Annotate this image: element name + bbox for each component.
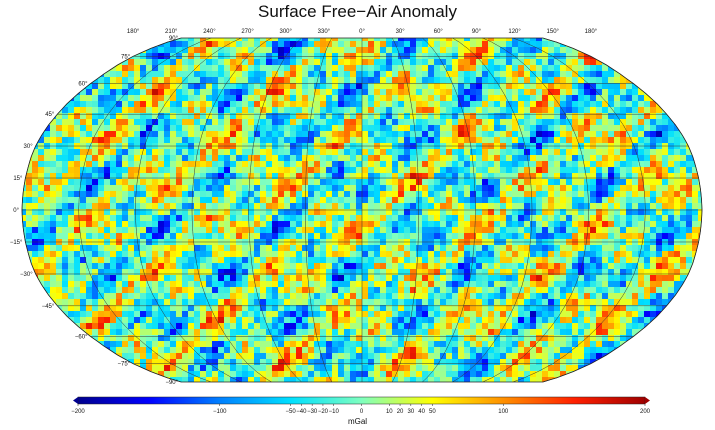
latitude-label: 60°	[78, 82, 88, 88]
colorbar-tick-label: −50	[286, 409, 297, 415]
graticule	[21, 37, 703, 383]
colorbar-arrow-max	[645, 397, 650, 404]
colorbar-tick-label: −200	[71, 409, 85, 415]
colorbar-tick-label: −20	[318, 409, 329, 415]
longitude-label: 270°	[241, 29, 254, 35]
longitude-label: 180°	[585, 29, 598, 35]
latitude-label: 30°	[24, 144, 34, 150]
longitude-label: 120°	[508, 29, 521, 35]
colorbar-tick-label: 100	[498, 409, 509, 415]
colorbar-arrow-min	[73, 397, 78, 404]
colorbar-unit-label: mGal	[347, 417, 368, 426]
longitude-label: 300°	[279, 29, 292, 35]
latitude-label: 75°	[121, 54, 131, 60]
longitude-labels: 180° 210° 240° 270° 300° 330° 0° 30° 60° 90° 120° 1…	[127, 29, 598, 35]
latitude-label: −30°	[20, 272, 33, 278]
colorbar: −200 −100 −50 −40 −30 −20 −10 0 10 20 30 40 50 100 200	[71, 396, 651, 415]
latitude-label: −90°	[165, 380, 178, 386]
map-outline	[21, 37, 703, 383]
colorbar-tick-label: 30	[407, 409, 414, 415]
longitude-label: 90°	[472, 29, 482, 35]
longitude-label: 180°	[127, 29, 140, 35]
latitude-label: 15°	[13, 176, 23, 182]
latitude-label: −75°	[118, 362, 131, 368]
longitude-label: 150°	[547, 29, 560, 35]
latitude-labels: 90° 75° 60° 45° 30° 15° 0° −15° −30° −45° −60° −75°…	[10, 36, 179, 386]
longitude-label: 210°	[165, 29, 178, 35]
latitude-label: 0°	[13, 208, 19, 214]
longitude-label: 240°	[203, 29, 216, 35]
latitude-label: 45°	[45, 112, 55, 118]
colorbar-bar	[77, 396, 646, 405]
latitude-label: 90°	[169, 36, 179, 42]
colorbar-tick-label: 50	[429, 409, 436, 415]
colorbar-tick-label: −10	[329, 409, 340, 415]
longitude-label: 30°	[396, 29, 406, 35]
latitude-label: −15°	[10, 240, 23, 246]
colorbar-tick-label: 10	[386, 409, 393, 415]
colorbar-tick-label: 0	[360, 409, 364, 415]
colorbar-tick-label: 40	[418, 409, 425, 415]
map-title: Surface Free−Air Anomaly	[258, 2, 457, 21]
longitude-label: 60°	[434, 29, 444, 35]
latitude-label: −60°	[75, 334, 88, 340]
colorbar-tick-label: −100	[213, 409, 227, 415]
colorbar-tick-label: −40	[296, 409, 307, 415]
colorbar-tick-label: −30	[307, 409, 318, 415]
colorbar-tick-label: 20	[397, 409, 404, 415]
colorbar-ticks: −200 −100 −50 −40 −30 −20 −10 0 10 20 30 40 50 100 200	[71, 404, 651, 415]
colorbar-tick-label: 200	[640, 409, 651, 415]
latitude-label: −45°	[42, 304, 55, 310]
longitude-label: 330°	[318, 29, 331, 35]
longitude-label: 0°	[359, 29, 365, 35]
